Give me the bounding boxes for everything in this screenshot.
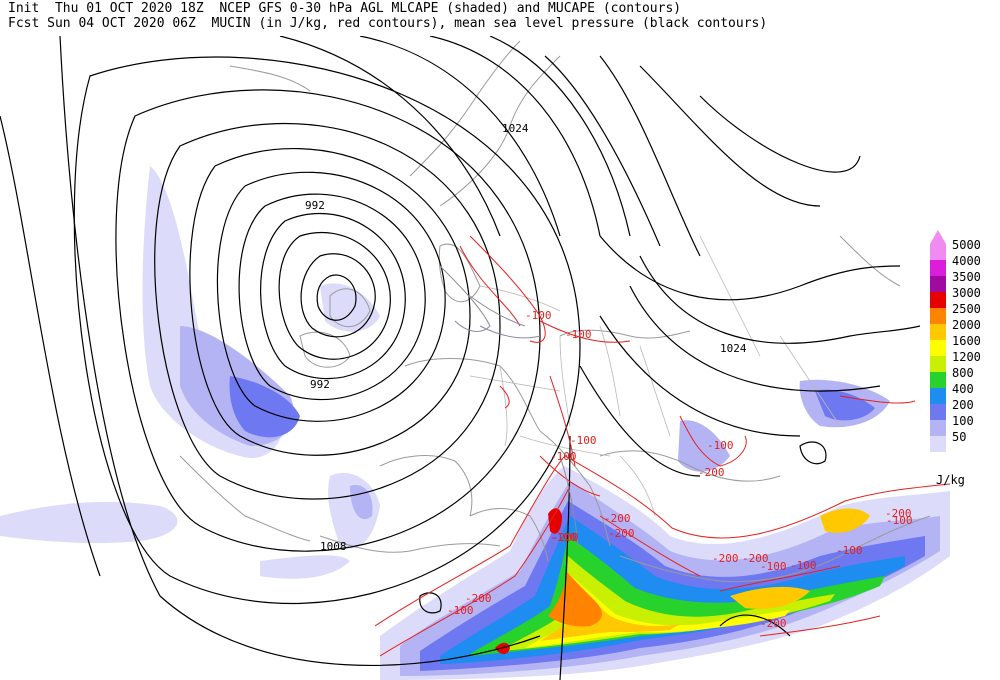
pressure-label: 1024 xyxy=(720,342,747,355)
colorbar-swatch xyxy=(930,372,946,388)
colorbar: 5000 4000 3500 3000 2500 2000 1600 1200 800 400 20… xyxy=(930,230,981,487)
colorbar-swatch xyxy=(930,324,946,340)
cin-contours xyxy=(374,235,951,657)
colorbar-swatch xyxy=(930,388,946,404)
cin-label: -100 xyxy=(570,434,597,447)
cin-label: -200 xyxy=(552,531,579,544)
cin-label: -200 xyxy=(760,617,787,630)
colorbar-unit: J/kg xyxy=(936,473,965,487)
cin-label: -100 xyxy=(565,328,592,341)
cape-shading-atlantic xyxy=(0,166,380,579)
colorbar-label: 2500 xyxy=(952,302,981,316)
cin-label: -100 xyxy=(760,560,787,573)
colorbar-label: 3500 xyxy=(952,270,981,284)
pressure-contours xyxy=(0,36,921,680)
colorbar-top-triangle xyxy=(930,230,946,244)
cin-label: -100 xyxy=(550,450,577,463)
colorbar-label: 1200 xyxy=(952,350,981,364)
country-borders xyxy=(469,235,841,517)
colorbar-label: 800 xyxy=(952,366,974,380)
cin-label: -200 xyxy=(465,592,492,605)
colorbar-label: 100 xyxy=(952,414,974,428)
cin-label: -100 xyxy=(790,559,817,572)
cin-label: -200 xyxy=(608,527,635,540)
colorbar-label: 2000 xyxy=(952,318,981,332)
colorbar-label: 1600 xyxy=(952,334,981,348)
header-line-2: Fcst Sun 04 OCT 2020 06Z MUCIN (in J/kg,… xyxy=(8,16,768,31)
colorbar-swatch xyxy=(930,436,946,452)
colorbar-label: 5000 xyxy=(952,238,981,252)
pressure-label: 992 xyxy=(310,378,330,391)
header-line-1: Init Thu 01 OCT 2020 18Z NCEP GFS 0-30 h… xyxy=(8,1,682,16)
pressure-label: 992 xyxy=(305,199,325,212)
mucape-contours xyxy=(439,265,579,547)
colorbar-label: 400 xyxy=(952,382,974,396)
colorbar-swatch xyxy=(930,260,946,276)
pressure-labels: 1024 992 992 1024 1008 xyxy=(305,122,747,553)
colorbar-label: 50 xyxy=(952,430,966,444)
pressure-label: 1008 xyxy=(320,540,347,553)
cin-label: -100 xyxy=(550,531,577,544)
cin-label: -100 xyxy=(447,604,474,617)
colorbar-swatch xyxy=(930,244,946,260)
colorbar-swatch xyxy=(930,404,946,420)
colorbar-swatch xyxy=(930,292,946,308)
cin-label: -200 xyxy=(885,507,912,520)
cin-label: -100 xyxy=(525,309,552,322)
colorbar-label: 3000 xyxy=(952,286,981,300)
colorbar-swatch xyxy=(930,420,946,436)
cin-label: -200 xyxy=(698,466,725,479)
colorbar-swatch xyxy=(930,340,946,356)
colorbar-label: 200 xyxy=(952,398,974,412)
cin-label: -200 xyxy=(712,552,739,565)
cin-label: -100 xyxy=(836,544,863,557)
cin-label: -100 xyxy=(707,439,734,452)
weather-map: 1024 992 992 1024 1008 -100 -100 -100 -1… xyxy=(0,36,981,680)
colorbar-swatch xyxy=(930,356,946,372)
cin-label: -200 xyxy=(742,552,769,565)
colorbar-label: 4000 xyxy=(952,254,981,268)
cape-shading-mediterranean xyxy=(380,379,950,680)
cin-label: -100 xyxy=(886,514,913,527)
cin-labels: -100 -100 -100 -100 -100 -200 -200 -100 … xyxy=(447,309,913,630)
pressure-label: 1024 xyxy=(502,122,529,135)
cin-label: -200 xyxy=(604,512,631,525)
colorbar-swatch xyxy=(930,276,946,292)
colorbar-swatch xyxy=(930,308,946,324)
